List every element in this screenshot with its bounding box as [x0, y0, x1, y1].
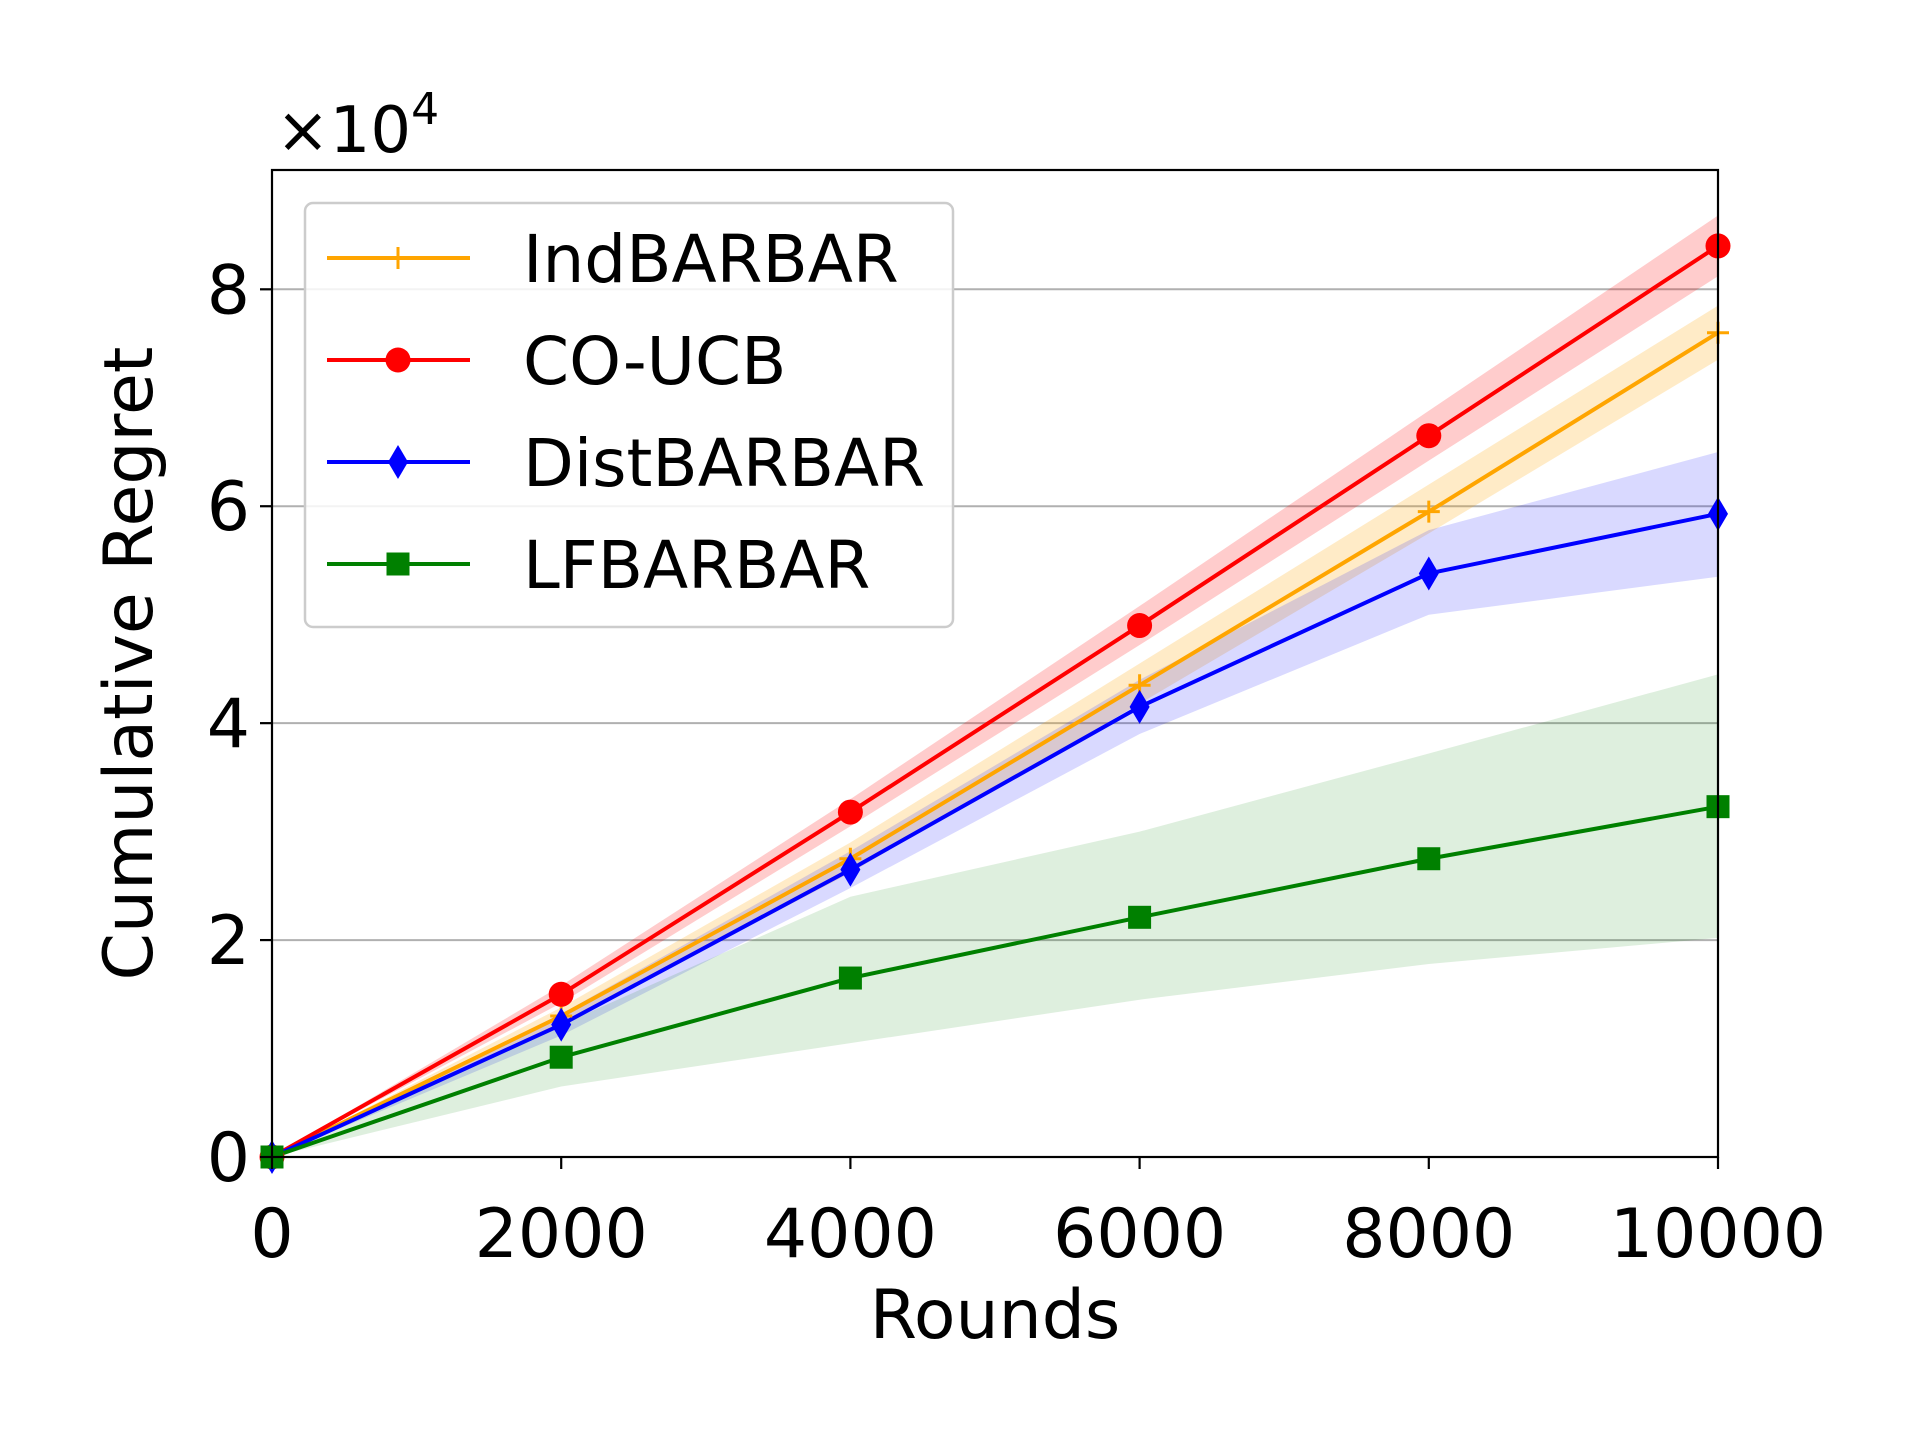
point-distbarbar [551, 1007, 572, 1042]
point-co-ucb [1416, 423, 1442, 449]
point-co-ucb [548, 981, 574, 1007]
legend-marker-lfbarbar [386, 552, 410, 576]
line-co-ucb [271, 244, 1720, 1159]
line-lfbarbar [271, 804, 1719, 1159]
point-indbarbar [1417, 500, 1440, 523]
x-tick-label: 4000 [764, 1195, 937, 1274]
point-distbarbar [1418, 556, 1439, 591]
y-axis-label: Cumulative Regret [90, 347, 169, 981]
legend: IndBARBAR CO-UCB DistBARBAR LFBARBAR [303, 201, 955, 629]
legend-marker-distbarbar [388, 445, 408, 479]
legend-marker-co-ucb [385, 347, 411, 373]
point-co-ucb [837, 799, 863, 825]
point-distbarbar [1129, 689, 1150, 724]
x-tick-label: 10000 [1610, 1195, 1826, 1274]
y-tick-label: 4 [207, 685, 250, 764]
point-distbarbar [840, 852, 861, 887]
legend-label-indbarbar: IndBARBAR [523, 221, 899, 298]
y-tick-label: 0 [207, 1119, 250, 1198]
y-tick-label: 2 [207, 902, 250, 981]
legend-label-distbarbar: DistBARBAR [523, 425, 925, 502]
x-tick-label: 8000 [1342, 1195, 1515, 1274]
y-tick-label: 8 [207, 251, 250, 330]
line-distbarbar [271, 511, 1719, 1159]
legend-box [303, 201, 955, 629]
y-tick-label: 6 [207, 468, 250, 547]
point-lfbarbar [838, 966, 862, 990]
y-axis-multiplier: ×104 [276, 84, 439, 168]
legend-label-co-ucb: CO-UCB [523, 323, 786, 400]
point-co-ucb [1127, 613, 1153, 639]
series-markers [259, 233, 1731, 1174]
axis-ticks: 0 2000 4000 6000 8000 10000 0 2 4 6 8 [207, 251, 1826, 1274]
legend-marker-indbarbar [387, 247, 409, 269]
x-tick-label: 6000 [1053, 1195, 1226, 1274]
x-tick-label: 0 [250, 1195, 293, 1274]
axes-frame [270, 168, 1720, 1159]
point-lfbarbar [549, 1045, 573, 1069]
legend-label-lfbarbar: LFBARBAR [523, 527, 870, 604]
point-lfbarbar [1128, 905, 1152, 929]
point-lfbarbar [1417, 847, 1441, 871]
line-indbarbar [271, 330, 1720, 1159]
x-tick-label: 2000 [475, 1195, 648, 1274]
x-axis-label: Rounds [870, 1276, 1121, 1355]
band-distbarbar [272, 452, 1718, 1157]
series-lines [271, 244, 1720, 1159]
